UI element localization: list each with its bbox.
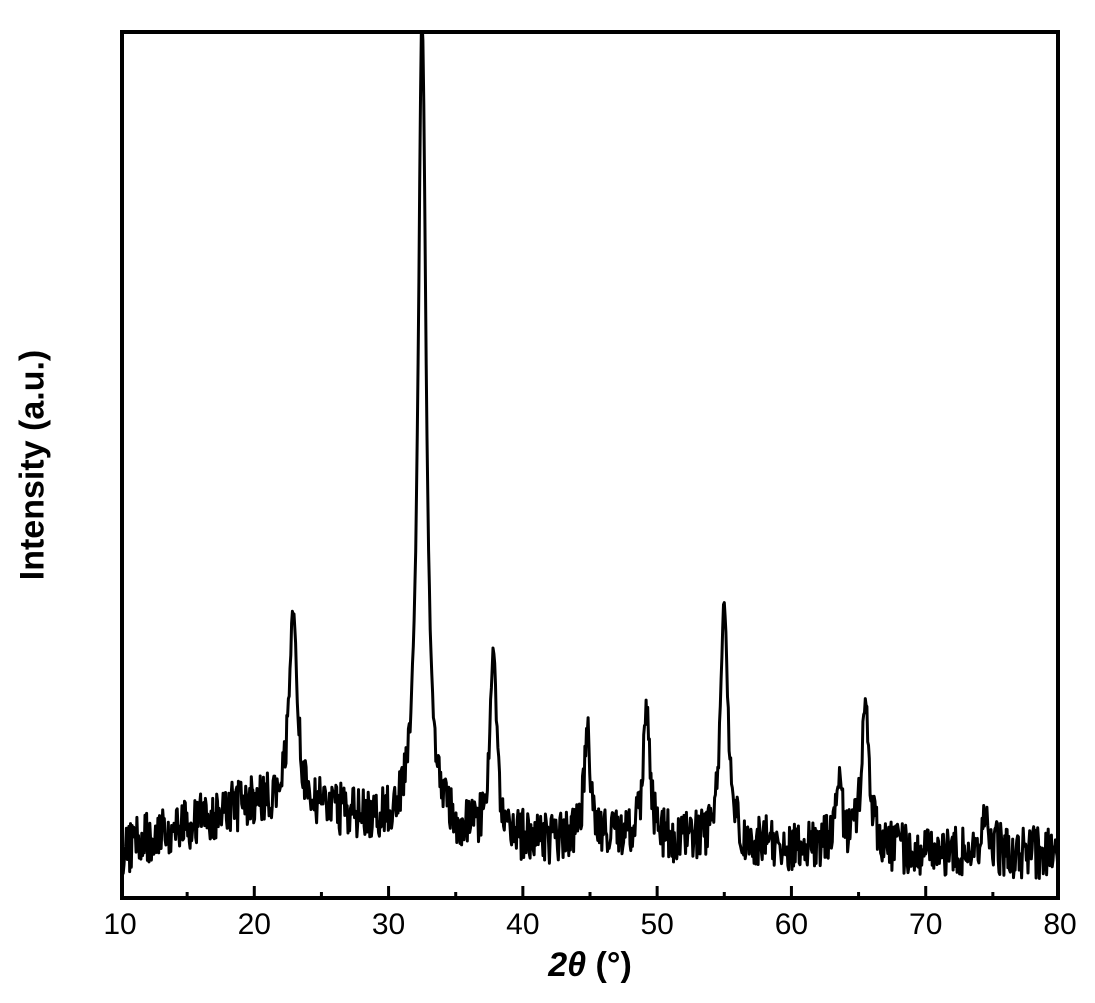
x-tick-label: 50 (640, 908, 673, 942)
x-tick-label: 60 (775, 908, 808, 942)
x-tick-label: 10 (103, 908, 136, 942)
x-tick-label: 80 (1043, 908, 1076, 942)
x-axis-label-text: 2θ (°) (548, 946, 632, 984)
x-tick-label: 20 (238, 908, 271, 942)
y-axis-label: Intensity (a.u.) (14, 350, 53, 580)
plot-border (120, 30, 1060, 900)
x-tick-label: 30 (372, 908, 405, 942)
x-tick-label: 40 (506, 908, 539, 942)
xrd-figure: Intensity (a.u.) 2θ (°) 10 20 30 40 50 60 70 80 (0, 0, 1095, 1003)
x-axis-label: 2θ (°) (120, 946, 1060, 985)
plot-area (120, 30, 1060, 900)
x-tick-label: 70 (909, 908, 942, 942)
